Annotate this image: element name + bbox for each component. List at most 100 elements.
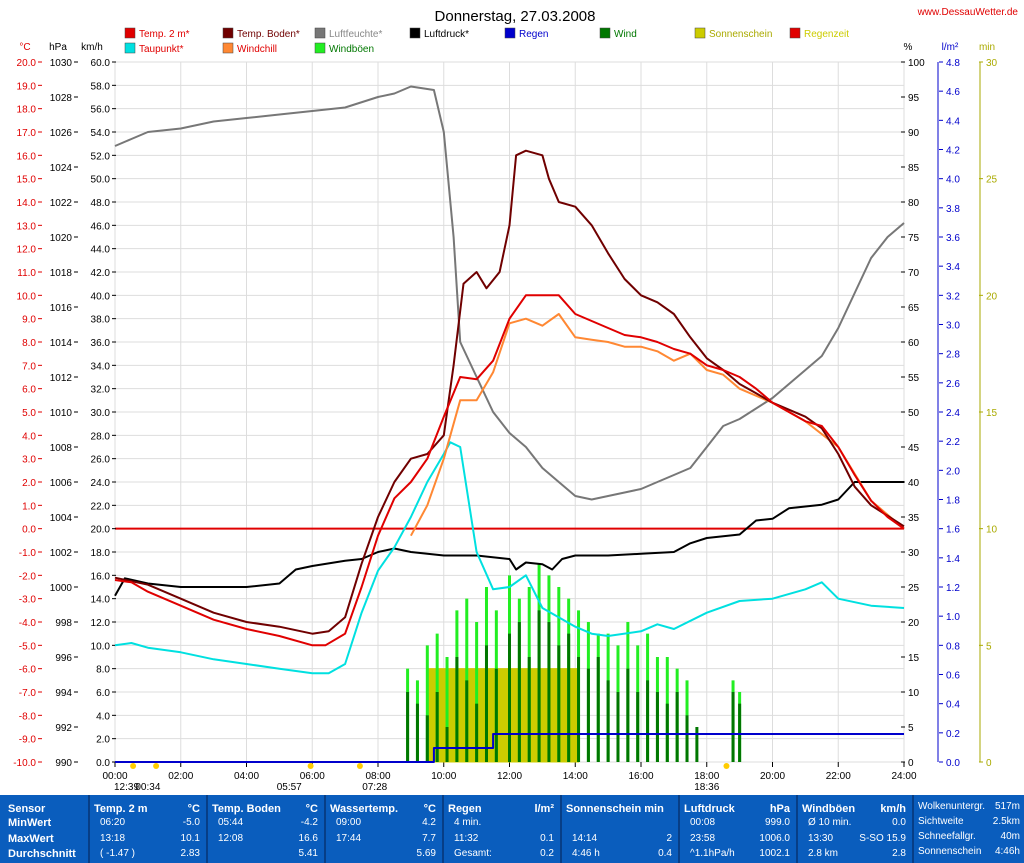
press-tick: 1020 [50, 233, 73, 244]
panel-cell-value: 999.0 [764, 817, 790, 828]
temp-tick: 13.0 [17, 221, 37, 232]
temp-tick: -3.0 [19, 595, 37, 606]
series-luftdruck [114, 481, 904, 597]
press-tick: 1026 [50, 128, 73, 139]
row-label-sensor: Sensor [8, 803, 46, 815]
x-tick-label: 20:00 [760, 771, 785, 782]
sun-unit: min [979, 42, 995, 53]
x-tick-label: 00:00 [102, 771, 127, 782]
temp-tick: 15.0 [17, 175, 37, 186]
rain-tick: 1.2 [946, 583, 960, 594]
sun-tick: 10 [986, 525, 998, 536]
press-tick: 1018 [50, 268, 73, 279]
rain-tick: 2.4 [946, 408, 960, 419]
x-tick-label: 08:00 [365, 771, 390, 782]
wind-tick: 20.0 [91, 525, 111, 536]
panel-column-header: Luftdruck [684, 803, 735, 815]
event-marker-label: 18:36 [694, 782, 719, 793]
panel-cell-time: 13:30 [808, 833, 834, 844]
panel-column-header: Wassertemp. [330, 803, 399, 815]
rain-tick: 3.8 [946, 204, 960, 215]
weather-chart: Donnerstag, 27.03.2008 www.DessauWetter.… [13, 7, 1019, 793]
legend-swatch [599, 27, 611, 39]
panel-cell-value: 0.2 [540, 848, 554, 859]
panel-cell-time: 06:20 [100, 817, 126, 828]
hum-tick: 30 [908, 548, 920, 559]
wind-tick: 18.0 [91, 548, 111, 559]
hum-tick: 40 [908, 478, 920, 489]
event-marker-dot [723, 763, 730, 769]
rain-tick: 4.8 [946, 58, 960, 69]
panel-column-4: Sonnenschein min 14:14 2 4:46 h 0.4 [560, 795, 678, 863]
temp-tick: 6.0 [22, 385, 36, 396]
panel-cell-value: 16.6 [298, 833, 318, 844]
panel-cell-time: Ø 10 min. [808, 817, 852, 828]
panel-column-3: Regen l/m² 4 min. 11:32 0.1 Gesamt: 0.2 [442, 795, 560, 863]
legend-label: Temp. Boden* [237, 29, 300, 40]
legend-swatch [314, 42, 326, 54]
temp-tick: 20.0 [17, 58, 37, 69]
press-tick: 1016 [50, 303, 73, 314]
panel-cell-time: 12:08 [218, 833, 244, 844]
extra-value: 4:46h [994, 846, 1020, 857]
press-tick: 1012 [50, 373, 73, 384]
panel-column-unit: hPa [769, 803, 790, 815]
series-luftfeuchte [114, 85, 905, 501]
temp-tick: 12.0 [17, 245, 37, 256]
press-tick: 1008 [50, 443, 73, 454]
series-taupunkt [114, 441, 905, 675]
wind-tick: 44.0 [91, 245, 111, 256]
panel-cell-time: ^1.1hPa/h [690, 848, 735, 859]
wind-tick: 8.0 [96, 665, 110, 676]
wind-tick: 12.0 [91, 618, 111, 629]
rain-tick: 2.8 [946, 350, 960, 361]
legend-swatch [504, 27, 516, 39]
row-label-column: Sensor MinWert MaxWert Durchschnitt [0, 795, 88, 863]
panel-column-header: Regen [448, 803, 482, 815]
hum-tick: 15 [908, 653, 920, 664]
temp-tick: -6.0 [19, 665, 37, 676]
site-link[interactable]: www.DessauWetter.de [917, 7, 1019, 18]
temp-tick: 18.0 [17, 105, 37, 116]
sun-tick: 20 [986, 291, 998, 302]
press-tick: 992 [55, 723, 72, 734]
axis-unit-labels: °C hPa km/h % l/m² min [19, 42, 995, 53]
wind-tick: 36.0 [91, 338, 111, 349]
x-tick-label: 14:00 [563, 771, 588, 782]
legend-swatch [694, 27, 706, 39]
rain-tick: 0.8 [946, 641, 960, 652]
event-marker-dot [153, 763, 160, 769]
rain-tick: 4.6 [946, 87, 960, 98]
rain-tick: 0.6 [946, 671, 960, 682]
panel-cell-value: 7.7 [422, 833, 436, 844]
panel-cell-value: 0.4 [658, 848, 672, 859]
extra-label: Sichtweite [918, 816, 964, 827]
wind-tick: 2.0 [96, 735, 110, 746]
sun-tick: 5 [986, 641, 992, 652]
temp-tick: 19.0 [17, 81, 37, 92]
temp-tick: -9.0 [19, 735, 37, 746]
panel-column-header: Temp. 2 m [94, 803, 148, 815]
press-tick: 1028 [50, 93, 73, 104]
extra-label: Sonnenschein [918, 846, 982, 857]
panel-cell-value: 1006.0 [759, 833, 790, 844]
press-tick: 990 [55, 758, 72, 769]
wind-tick: 0.0 [96, 758, 110, 769]
hum-tick: 50 [908, 408, 920, 419]
panel-cell-value: S-SO 15.9 [859, 833, 906, 844]
panel-column-header: Windböen [802, 803, 856, 815]
panel-column-1: Temp. Boden °C 05:44 -4.2 12:08 16.6 5.41 [206, 795, 324, 863]
event-marker-label: 12:39 [114, 782, 139, 793]
legend-label: Luftdruck* [424, 29, 469, 40]
legend-swatch [124, 27, 136, 39]
hum-tick: 55 [908, 373, 920, 384]
panel-cell-time: 00:08 [690, 817, 716, 828]
rain-tick: 1.0 [946, 612, 960, 623]
event-marker-dot [356, 763, 363, 769]
press-tick: 1006 [50, 478, 73, 489]
wind-tick: 46.0 [91, 221, 111, 232]
rain-tick: 1.4 [946, 554, 960, 565]
wind-tick: 34.0 [91, 361, 111, 372]
x-tick-label: 02:00 [168, 771, 193, 782]
legend-swatch [789, 27, 801, 39]
